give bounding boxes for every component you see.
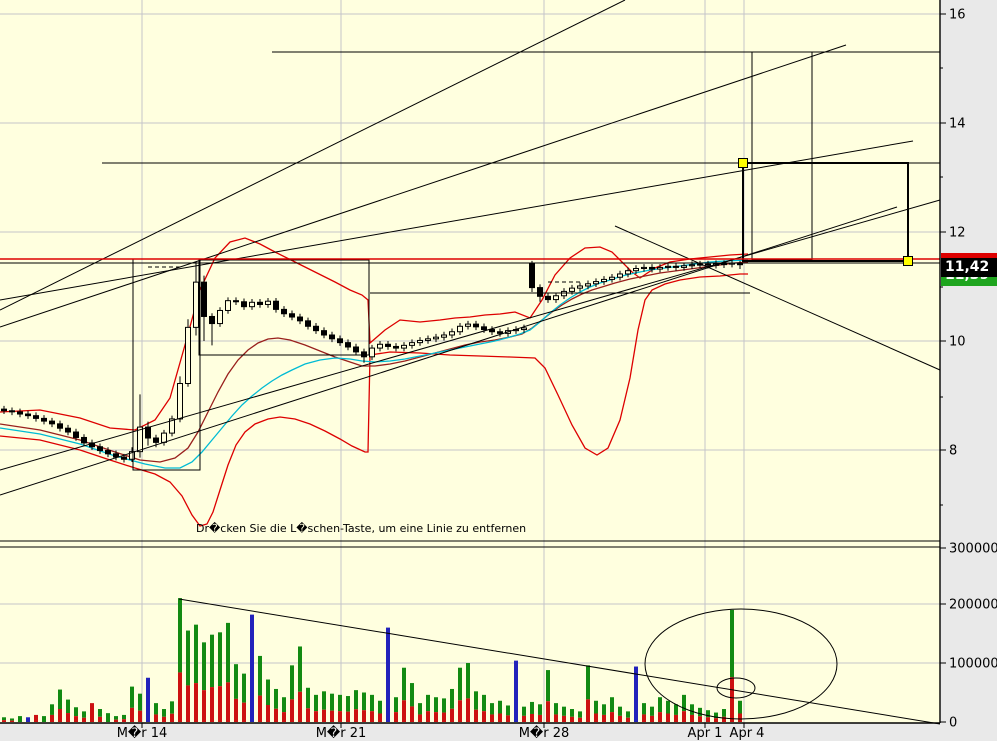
- drawing-annotations[interactable]: [0, 0, 941, 725]
- bollinger-lower-band[interactable]: [0, 273, 748, 527]
- selection-handle[interactable]: [903, 256, 913, 266]
- trendline[interactable]: [0, 199, 941, 471]
- volume-tick-label: 300000: [949, 542, 997, 557]
- ellipse-annotation[interactable]: [644, 608, 838, 720]
- chart-frame: [0, 0, 941, 724]
- price-tick-label: 14: [949, 117, 966, 132]
- delete-line-tooltip: Dr�cken Sie die L�schen-Taste, um eine L…: [196, 522, 527, 535]
- date-tick-label: Apr 1: [688, 726, 723, 741]
- ellipse-annotation[interactable]: [716, 677, 756, 699]
- alert-line-axis-stripe: [941, 253, 997, 258]
- time-axis[interactable]: M�r 14 M�r 21 M�r 28 Apr 1 Apr 4: [117, 723, 765, 741]
- volume-tick-label: 0: [949, 716, 957, 731]
- date-tick-label: M�r 28: [519, 724, 570, 741]
- selection-handle[interactable]: [738, 158, 748, 168]
- price-tick-label: 10: [949, 335, 966, 350]
- ema-line[interactable]: [0, 259, 749, 469]
- trendline[interactable]: [0, 140, 914, 301]
- price-tick-label: 16: [949, 8, 966, 23]
- volume-axis[interactable]: 300000 200000 100000 0: [940, 542, 997, 731]
- trendline[interactable]: [614, 225, 941, 371]
- date-tick-label: M�r 14: [117, 724, 168, 741]
- selected-rectangle[interactable]: [742, 162, 909, 262]
- volume-tick-label: 100000: [949, 657, 997, 672]
- date-tick-label: Apr 4: [730, 726, 765, 741]
- price-axis[interactable]: 16 14 12 10 8: [940, 8, 966, 506]
- price-tick-label: 12: [949, 226, 966, 241]
- date-tick-label: M�r 21: [316, 724, 367, 741]
- alert-price-label: 11,42: [941, 258, 997, 277]
- trendline[interactable]: [0, 44, 847, 328]
- sma-line[interactable]: [0, 261, 749, 463]
- bollinger-upper-band[interactable]: [0, 237, 749, 431]
- last-price-label: 11,39: [941, 277, 997, 286]
- volume-tick-label: 200000: [949, 598, 997, 613]
- volume-trendline[interactable]: [178, 598, 941, 725]
- annotation-rectangle[interactable]: [198, 259, 370, 356]
- candlestick-series: [1, 259, 743, 463]
- price-axis-marker: 11,42 11,39: [941, 253, 997, 286]
- price-tick-label: 8: [949, 444, 957, 459]
- volume-bars: [2, 598, 742, 722]
